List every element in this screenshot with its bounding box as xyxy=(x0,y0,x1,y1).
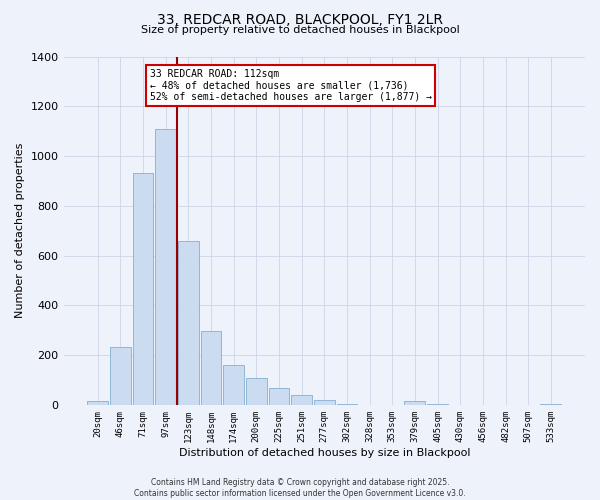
Bar xyxy=(87,401,108,405)
Bar xyxy=(337,404,358,405)
Bar xyxy=(404,401,425,405)
Bar xyxy=(155,129,176,405)
Bar xyxy=(110,346,131,405)
Bar xyxy=(200,330,221,405)
Bar xyxy=(269,388,289,405)
Bar xyxy=(178,242,199,405)
Bar xyxy=(246,378,267,405)
Bar xyxy=(291,396,312,405)
X-axis label: Distribution of detached houses by size in Blackpool: Distribution of detached houses by size … xyxy=(179,448,470,458)
Bar xyxy=(541,404,561,405)
Text: 33 REDCAR ROAD: 112sqm
← 48% of detached houses are smaller (1,736)
52% of semi-: 33 REDCAR ROAD: 112sqm ← 48% of detached… xyxy=(149,68,431,102)
Bar xyxy=(314,400,335,405)
Text: Size of property relative to detached houses in Blackpool: Size of property relative to detached ho… xyxy=(140,25,460,35)
Bar xyxy=(133,173,154,405)
Bar xyxy=(427,404,448,405)
Y-axis label: Number of detached properties: Number of detached properties xyxy=(15,143,25,318)
Text: 33, REDCAR ROAD, BLACKPOOL, FY1 2LR: 33, REDCAR ROAD, BLACKPOOL, FY1 2LR xyxy=(157,12,443,26)
Text: Contains HM Land Registry data © Crown copyright and database right 2025.
Contai: Contains HM Land Registry data © Crown c… xyxy=(134,478,466,498)
Bar xyxy=(223,365,244,405)
